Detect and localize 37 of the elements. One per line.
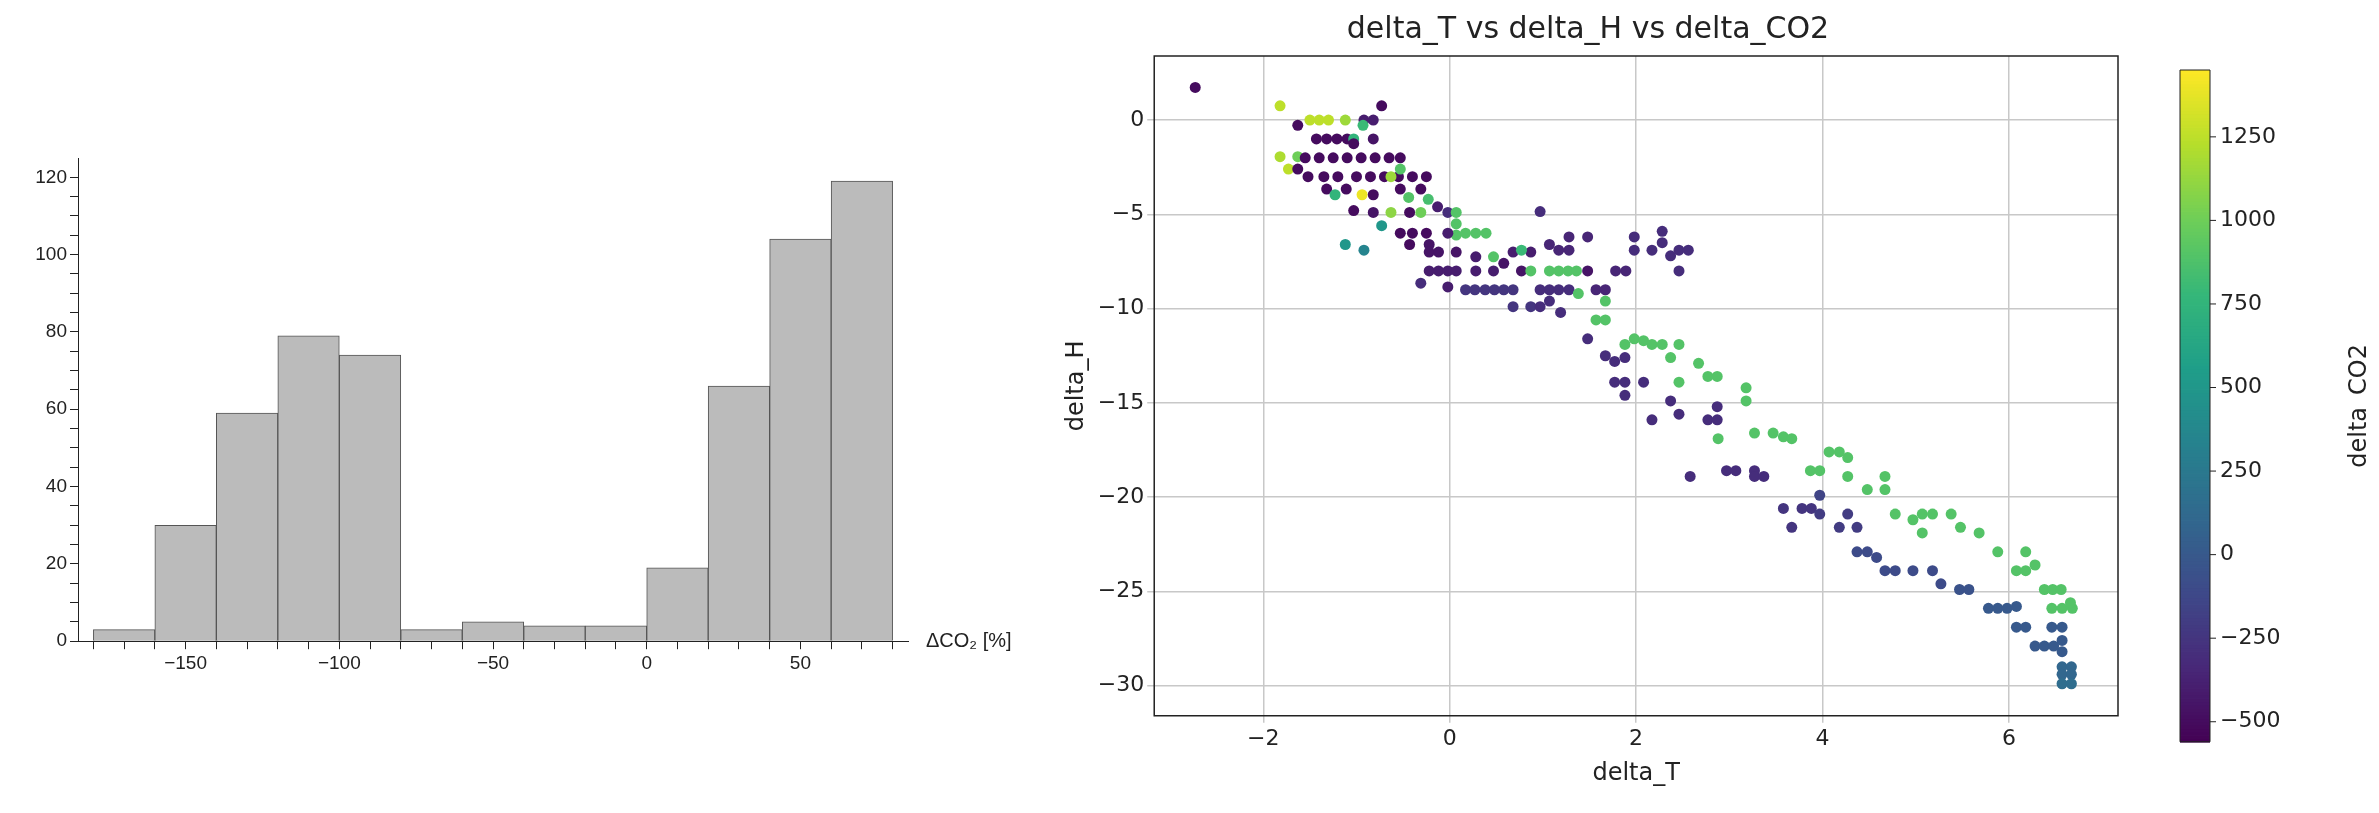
x-tick-label: 4 [1815,724,1830,750]
y-tick-label: −30 [1097,671,1145,697]
y-tick-label: 0 [56,629,67,651]
y-tick-label: 0 [1130,105,1145,131]
x-tick-label: −150 [164,651,207,673]
color-bar-label: 500 [2220,373,2262,399]
chart-title: delta_T vs delta_H vs delta_CO2 [1346,9,1830,45]
y-tick-label: −25 [1097,577,1145,603]
x-tick-label: 0 [1442,724,1457,750]
x-tick-label: 2 [1629,724,1644,750]
color-bar-label: −250 [2220,623,2281,649]
x-tick-label: 6 [2001,724,2016,750]
color-bar-label: 250 [2220,456,2262,482]
x-axis-title: delta_T [1592,757,1681,786]
y-tick-label: −5 [1111,200,1145,226]
color-bar-label: 1000 [2220,206,2276,232]
color-bar-label: 1250 [2220,122,2276,148]
y-tick-label: −20 [1097,482,1145,508]
color-bar-title: delta_CO2 [2344,344,2373,468]
y-tick-label: 80 [45,320,67,342]
y-tick-label: −15 [1097,388,1145,414]
y-axis-title: delta_H [1060,340,1089,432]
y-tick-label: 20 [45,552,67,574]
x-tick-label: 50 [789,651,811,673]
x-tick-label: −50 [476,651,510,673]
y-tick-label: 120 [35,165,67,187]
y-tick-label: 40 [45,474,67,496]
color-bar-label: 750 [2220,289,2262,315]
x-tick-label: −2 [1247,724,1280,750]
y-tick-label: 60 [45,397,67,419]
x-tick-label: −100 [317,651,361,673]
x-axis-title: ΔCO₂ [%] [926,628,1012,651]
color-bar-label: −500 [2220,707,2281,733]
color-bar-label: 0 [2220,540,2234,566]
y-tick-label: 100 [35,242,67,264]
x-tick-label: 0 [641,651,652,673]
y-tick-label: −10 [1097,294,1145,320]
